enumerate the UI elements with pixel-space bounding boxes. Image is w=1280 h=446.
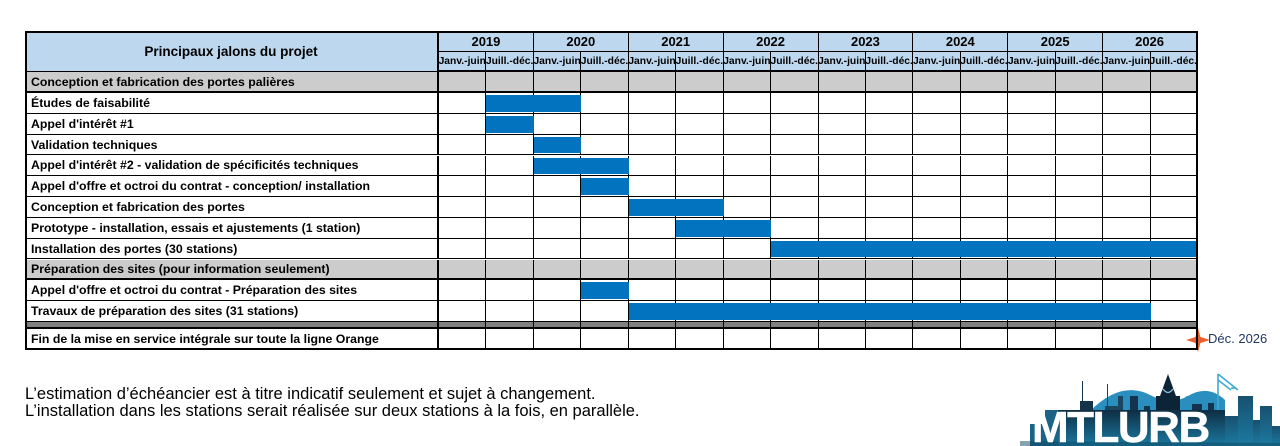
svg-text:MTLURB: MTLURB	[1032, 403, 1209, 446]
